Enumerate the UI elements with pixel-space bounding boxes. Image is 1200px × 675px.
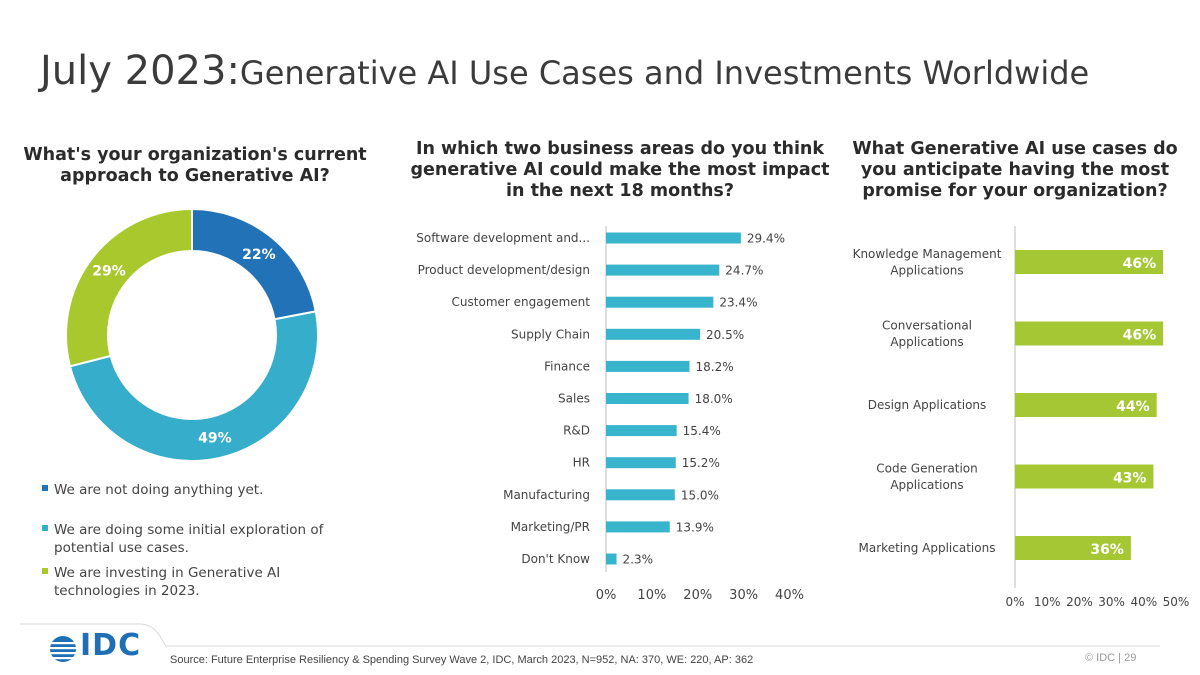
- use-cases-chart-title: What Generative AI use cases do you anti…: [852, 139, 1178, 201]
- category-label: Marketing/PR: [511, 520, 590, 534]
- category-label: Knowledge Management: [853, 247, 1002, 261]
- donut-slice-label: 29%: [92, 264, 126, 280]
- category-label: Marketing Applications: [859, 541, 996, 555]
- legend-item-not-doing: We are not doing anything yet.: [42, 481, 332, 499]
- x-tick-label: 20%: [683, 588, 712, 603]
- x-tick-label: 10%: [637, 588, 666, 603]
- category-label: Product development/design: [418, 263, 590, 277]
- legend-swatch: [42, 525, 48, 531]
- x-tick-label: 40%: [775, 588, 804, 603]
- bar: [1015, 464, 1154, 489]
- bar: [606, 360, 690, 372]
- bar-value-label: 29.4%: [747, 232, 785, 246]
- bar: [606, 296, 714, 308]
- bar-value-label: 2.3%: [623, 553, 654, 567]
- category-label: Applications: [890, 478, 963, 492]
- bar: [1015, 536, 1131, 560]
- donut-slice-label: 22%: [242, 247, 276, 263]
- category-label: Sales: [558, 392, 590, 406]
- x-tick-label: 30%: [729, 588, 758, 603]
- title-date: July 2023:: [40, 48, 240, 94]
- bar: [606, 553, 617, 565]
- bar-value-label: 15.2%: [682, 456, 720, 470]
- x-tick-label: 50%: [1163, 595, 1190, 609]
- page-title: July 2023:Generative AI Use Cases and In…: [40, 48, 1089, 94]
- legend-label: We are investing in Generative AI techno…: [54, 565, 281, 599]
- category-label: Design Applications: [868, 398, 987, 412]
- category-label: Conversational: [882, 318, 972, 332]
- business-areas-chart-title: In which two business areas do you think…: [410, 139, 830, 201]
- bar-value-label: 20.5%: [706, 328, 744, 342]
- legend-item-investing: We are investing in Generative AI techno…: [42, 564, 332, 600]
- x-tick-label: 40%: [1130, 595, 1157, 609]
- bar-value-label: 46%: [1123, 256, 1157, 272]
- category-label: Code Generation: [876, 461, 977, 475]
- category-label: Manufacturing: [503, 488, 590, 502]
- legend-label: We are doing some initial exploration of…: [54, 522, 324, 556]
- x-tick-label: 10%: [1034, 595, 1061, 609]
- category-label: Finance: [544, 359, 590, 373]
- idc-logo-text: IDC: [80, 628, 142, 663]
- bar-value-label: 43%: [1113, 471, 1147, 487]
- x-tick-label: 20%: [1066, 595, 1093, 609]
- category-label: Applications: [890, 263, 963, 277]
- category-label: Customer engagement: [452, 295, 591, 309]
- footer-divider: [20, 623, 1160, 647]
- bar: [606, 457, 676, 469]
- bar-value-label: 15.0%: [681, 488, 719, 502]
- bar-value-label: 15.4%: [683, 424, 721, 438]
- bar: [1015, 321, 1164, 346]
- donut-slice-label: 49%: [198, 430, 232, 446]
- category-label: Supply Chain: [511, 327, 590, 341]
- title-rest: Generative AI Use Cases and Investments …: [239, 54, 1090, 92]
- bar: [606, 425, 677, 437]
- source-note: Source: Future Enterprise Resiliency & S…: [170, 654, 754, 666]
- bar: [606, 489, 675, 501]
- bar: [606, 393, 689, 404]
- donut-chart-title: What's your organization's current appro…: [23, 145, 367, 186]
- bar-value-label: 18.0%: [695, 392, 733, 406]
- bar-value-label: 13.9%: [676, 520, 714, 534]
- idc-logo-icon: [48, 636, 78, 662]
- category-label: Don't Know: [521, 552, 590, 566]
- bar: [606, 521, 670, 533]
- bar: [606, 328, 701, 340]
- legend-swatch: [42, 485, 48, 491]
- bar: [606, 232, 741, 244]
- category-label: Applications: [890, 335, 963, 349]
- donut-slice: [191, 207, 317, 321]
- bar: [606, 264, 720, 276]
- bar-value-label: 44%: [1116, 399, 1150, 415]
- donut-slice: [68, 310, 319, 462]
- donut-slice: [65, 207, 193, 368]
- legend-swatch: [42, 568, 48, 574]
- bar-value-label: 46%: [1123, 328, 1157, 344]
- bar-value-label: 24.7%: [725, 264, 763, 278]
- bar: [1015, 250, 1164, 274]
- legend-label: We are not doing anything yet.: [54, 482, 264, 498]
- bar-value-label: 23.4%: [719, 296, 757, 310]
- bar: [1015, 393, 1157, 417]
- x-tick-label: 0%: [596, 588, 617, 603]
- x-tick-label: 0%: [1005, 595, 1024, 609]
- x-tick-label: 30%: [1098, 595, 1125, 609]
- category-label: Software development and...: [416, 231, 590, 245]
- category-label: R&D: [563, 424, 590, 438]
- copyright: © IDC | 29: [1085, 652, 1137, 664]
- legend-item-exploring: We are doing some initial exploration of…: [42, 521, 332, 557]
- bar-value-label: 18.2%: [695, 360, 733, 374]
- category-label: HR: [573, 456, 590, 470]
- bar-value-label: 36%: [1090, 542, 1124, 558]
